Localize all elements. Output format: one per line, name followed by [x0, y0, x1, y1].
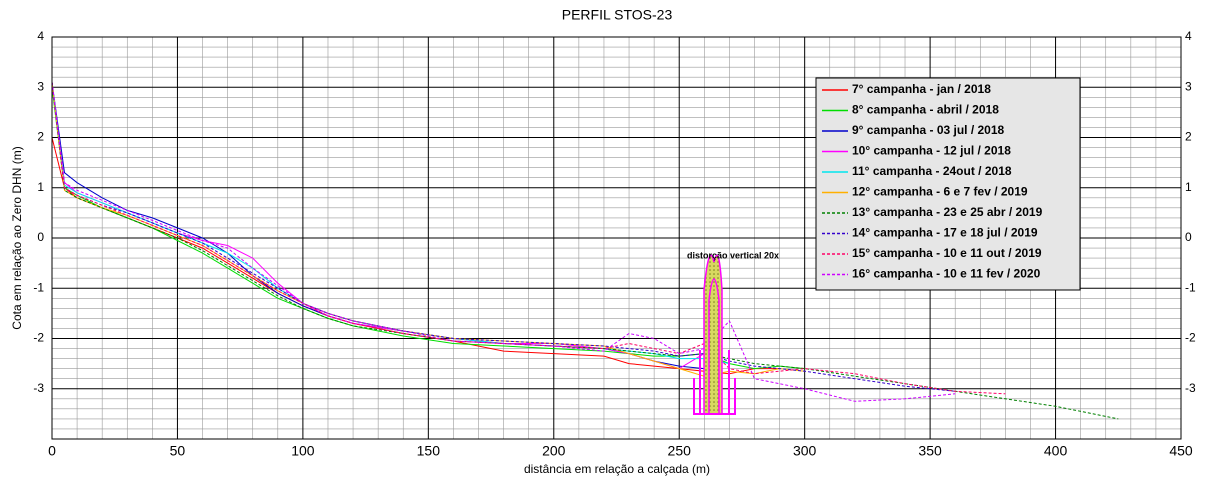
y-tick-label: -1 — [33, 280, 44, 294]
y-tick-label: 4 — [37, 29, 44, 43]
structure-base — [693, 350, 736, 415]
y-tick-label: 3 — [37, 79, 44, 93]
legend-label: 9° campanha - 03 jul / 2018 — [852, 123, 1005, 137]
grid — [51, 36, 1182, 439]
legend-label: 12° campanha - 6 e 7 fev / 2019 — [852, 185, 1028, 199]
chart-title: PERFIL STOS-23 — [562, 7, 673, 23]
series-line — [51, 82, 956, 402]
x-axis-label: distância em relação a calçada (m) — [524, 462, 710, 476]
series-line — [51, 82, 956, 392]
x-tick-label: 150 — [417, 443, 441, 459]
structure — [693, 254, 736, 415]
legend-label: 15° campanha - 10 e 11 out / 2019 — [852, 246, 1042, 260]
legend: 7° campanha - jan / 2018 8° campanha - ab… — [815, 77, 1081, 291]
y-tick-label-right: 4 — [1185, 29, 1192, 43]
annotation: distorção vertical 20x — [687, 250, 779, 260]
x-tick-label: 50 — [170, 443, 186, 459]
x-tick-label: 0 — [48, 443, 56, 459]
y-tick-label-right: -3 — [1185, 381, 1196, 395]
y-tick-label-right: -1 — [1185, 280, 1196, 294]
legend-label: 11° campanha - 24out / 2018 — [852, 164, 1012, 178]
y-tick-label-right: 2 — [1185, 130, 1192, 144]
legend-label: 16° campanha - 10 e 11 fev / 2020 — [852, 267, 1041, 281]
x-tick-label: 300 — [793, 443, 817, 459]
y-tick-label-right: 3 — [1185, 79, 1192, 93]
legend-label: 14° campanha - 17 e 18 jul / 2019 — [852, 226, 1038, 240]
x-tick-label: 350 — [918, 443, 942, 459]
y-tick-label: -3 — [33, 381, 44, 395]
legend-label: 7° campanha - jan / 2018 — [852, 82, 991, 96]
legend-label: 13° campanha - 23 e 25 abr / 2019 — [852, 205, 1043, 219]
legend-label: 10° campanha - 12 jul / 2018 — [852, 144, 1011, 158]
series-lines — [51, 82, 1119, 420]
y-tick-label: 1 — [37, 180, 44, 194]
y-tick-label: -2 — [33, 331, 44, 345]
series-line — [51, 82, 1006, 395]
x-tick-label: 200 — [542, 443, 566, 459]
plot-frame — [51, 36, 1182, 440]
x-tick-label: 250 — [668, 443, 692, 459]
y-tick-label-right: -2 — [1185, 331, 1196, 345]
y-tick-label-right: 0 — [1185, 230, 1192, 244]
y-tick-label: 2 — [37, 130, 44, 144]
x-tick-label: 100 — [291, 443, 315, 459]
y-tick-label-right: 1 — [1185, 180, 1192, 194]
x-tick-label: 450 — [1169, 443, 1193, 459]
legend-label: 8° campanha - abril / 2018 — [852, 103, 999, 117]
y-tick-label: 0 — [37, 230, 44, 244]
x-tick-label: 400 — [1044, 443, 1068, 459]
structure-core — [708, 278, 720, 414]
y-axis-label: Cota em relação ao Zero DHN (m) — [10, 146, 24, 329]
legend-box — [815, 77, 1081, 291]
